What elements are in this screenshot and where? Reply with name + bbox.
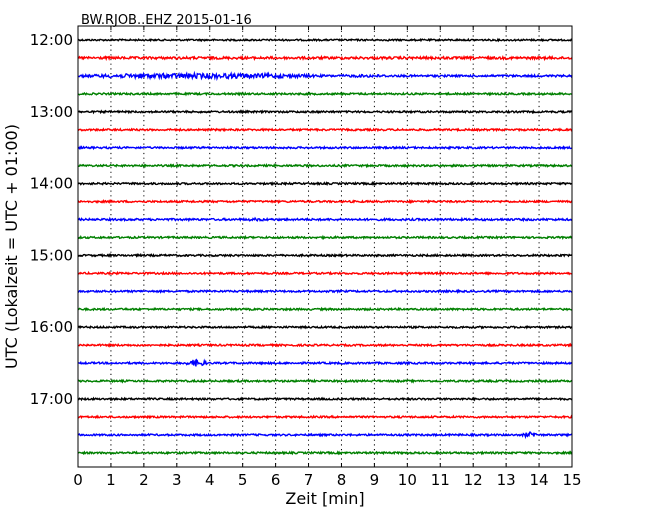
trace-line: [77, 270, 573, 276]
x-tick-label: 4: [205, 471, 215, 489]
trace-line: [77, 252, 573, 258]
x-tick-label: 8: [337, 471, 347, 489]
grid-lines: [110, 26, 540, 467]
trace-line: [77, 109, 573, 115]
trace-line: [77, 145, 573, 151]
x-tick-label: 7: [304, 471, 314, 489]
trace-line: [77, 324, 573, 330]
y-tick-label: 12:00: [30, 31, 73, 49]
y-tick-label: 17:00: [30, 390, 73, 408]
x-tick-label: 0: [73, 471, 83, 489]
y-axis: 12:00 13:00 14:00 15:00 16:00 17:00: [30, 31, 572, 408]
x-tick-label: 15: [562, 471, 581, 489]
x-tick-label: 2: [139, 471, 149, 489]
plot-area: [78, 26, 572, 467]
x-axis-label: Zeit [min]: [285, 489, 364, 508]
trace-line: [77, 54, 573, 62]
trace-line: [77, 306, 573, 312]
trace-line: [77, 396, 573, 402]
trace-line: [77, 198, 573, 205]
trace-line: [77, 216, 573, 223]
x-tick-label: 6: [271, 471, 281, 489]
trace-line: [77, 431, 573, 440]
x-tick-label: 3: [172, 471, 182, 489]
chart-title: BW.RJOB..EHZ 2015-01-16: [81, 13, 252, 28]
trace-line: [77, 342, 573, 348]
x-tick-label: 11: [431, 471, 450, 489]
x-tick-label: 1: [106, 471, 116, 489]
x-axis: 0 1 2 3 4 5 6 7 8 9 10 11 12 13 14 15: [73, 26, 582, 489]
y-tick-label: 16:00: [30, 318, 73, 336]
trace-line: [77, 37, 573, 43]
trace-line: [77, 234, 573, 241]
trace-line: [77, 180, 573, 187]
trace-line: [77, 450, 573, 456]
x-tick-label: 12: [464, 471, 483, 489]
y-tick-label: 13:00: [30, 103, 73, 121]
plot-frame: [77, 25, 573, 468]
x-tick-label: 13: [497, 471, 516, 489]
x-tick-label: 10: [398, 471, 417, 489]
seismogram-traces: [77, 37, 573, 456]
x-tick-label: 5: [238, 471, 248, 489]
x-tick-label: 9: [370, 471, 380, 489]
y-tick-label: 15:00: [30, 246, 73, 264]
trace-line: [77, 70, 573, 82]
y-tick-label: 14:00: [30, 175, 73, 193]
y-axis-label: UTC (Lokalzeit = UTC + 01:00): [2, 124, 21, 369]
trace-line: [77, 378, 573, 384]
trace-line: [77, 162, 573, 169]
trace-line: [77, 91, 573, 97]
trace-line: [77, 288, 573, 295]
trace-line: [77, 127, 573, 133]
trace-line: [77, 358, 573, 367]
x-tick-label: 14: [530, 471, 549, 489]
trace-line: [77, 414, 573, 420]
